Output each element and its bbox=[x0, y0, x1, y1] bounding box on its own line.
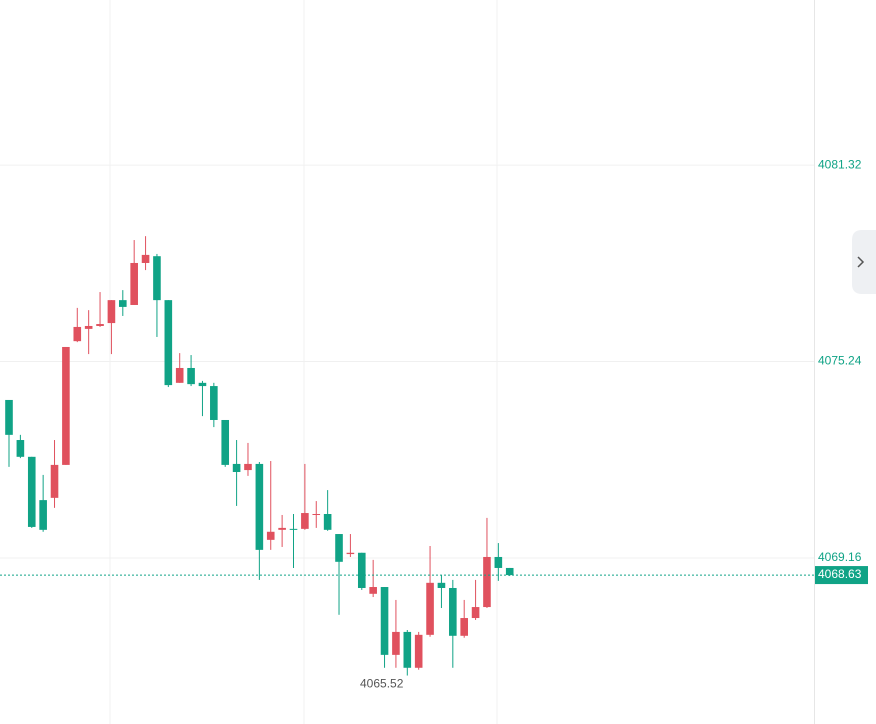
candle-body bbox=[403, 631, 412, 668]
candle-body bbox=[73, 326, 82, 342]
candle-body bbox=[301, 513, 309, 529]
candle-body bbox=[505, 567, 514, 576]
y-tick-label: 4081.32 bbox=[818, 157, 862, 171]
candle-body bbox=[494, 556, 503, 568]
candle-body bbox=[119, 300, 127, 307]
candle-body bbox=[471, 607, 480, 619]
candle-body bbox=[278, 527, 286, 530]
y-tick-label: 4075.24 bbox=[818, 354, 862, 368]
candle-body bbox=[175, 367, 184, 383]
candle-body bbox=[392, 631, 400, 655]
candle-body bbox=[437, 582, 446, 588]
candle-body bbox=[130, 262, 138, 305]
y-tick-label: 4069.16 bbox=[818, 550, 862, 564]
candle-body bbox=[266, 531, 275, 540]
candle-body bbox=[62, 346, 70, 465]
candle-body bbox=[39, 500, 47, 530]
candle-body bbox=[380, 587, 389, 655]
last-price-label: 4068.63 bbox=[818, 567, 862, 581]
candle-body bbox=[414, 634, 423, 668]
candle-body bbox=[107, 300, 116, 324]
candle-body bbox=[335, 534, 343, 562]
candle-body bbox=[50, 464, 59, 498]
candle-body bbox=[312, 514, 321, 516]
candle-body bbox=[449, 587, 457, 636]
candle-body bbox=[164, 300, 173, 386]
candle-body bbox=[84, 325, 93, 329]
candle-body bbox=[460, 618, 468, 636]
low-label: 4065.52 bbox=[360, 677, 404, 691]
candle-body bbox=[346, 552, 355, 555]
candle-body bbox=[255, 463, 264, 550]
candle-body bbox=[323, 514, 332, 530]
candle-body bbox=[369, 587, 377, 594]
candle-body bbox=[244, 463, 252, 471]
candle-body bbox=[483, 556, 491, 608]
candle-body bbox=[153, 256, 161, 301]
candle-body bbox=[232, 463, 241, 473]
candle-body bbox=[357, 552, 366, 588]
candle-body bbox=[141, 254, 150, 263]
candle-body bbox=[198, 382, 207, 387]
candle-body bbox=[289, 528, 298, 530]
last-price-box bbox=[815, 566, 868, 585]
candle-body bbox=[16, 440, 25, 457]
expand-button[interactable] bbox=[852, 230, 876, 294]
candle-body bbox=[5, 399, 13, 435]
candle-body bbox=[426, 582, 434, 635]
candle-body bbox=[27, 456, 36, 527]
candle-body bbox=[96, 324, 104, 326]
candle-body bbox=[210, 386, 218, 420]
candle-body bbox=[187, 367, 195, 385]
candle-body bbox=[221, 419, 230, 465]
chevron-icon[interactable] bbox=[857, 256, 865, 268]
